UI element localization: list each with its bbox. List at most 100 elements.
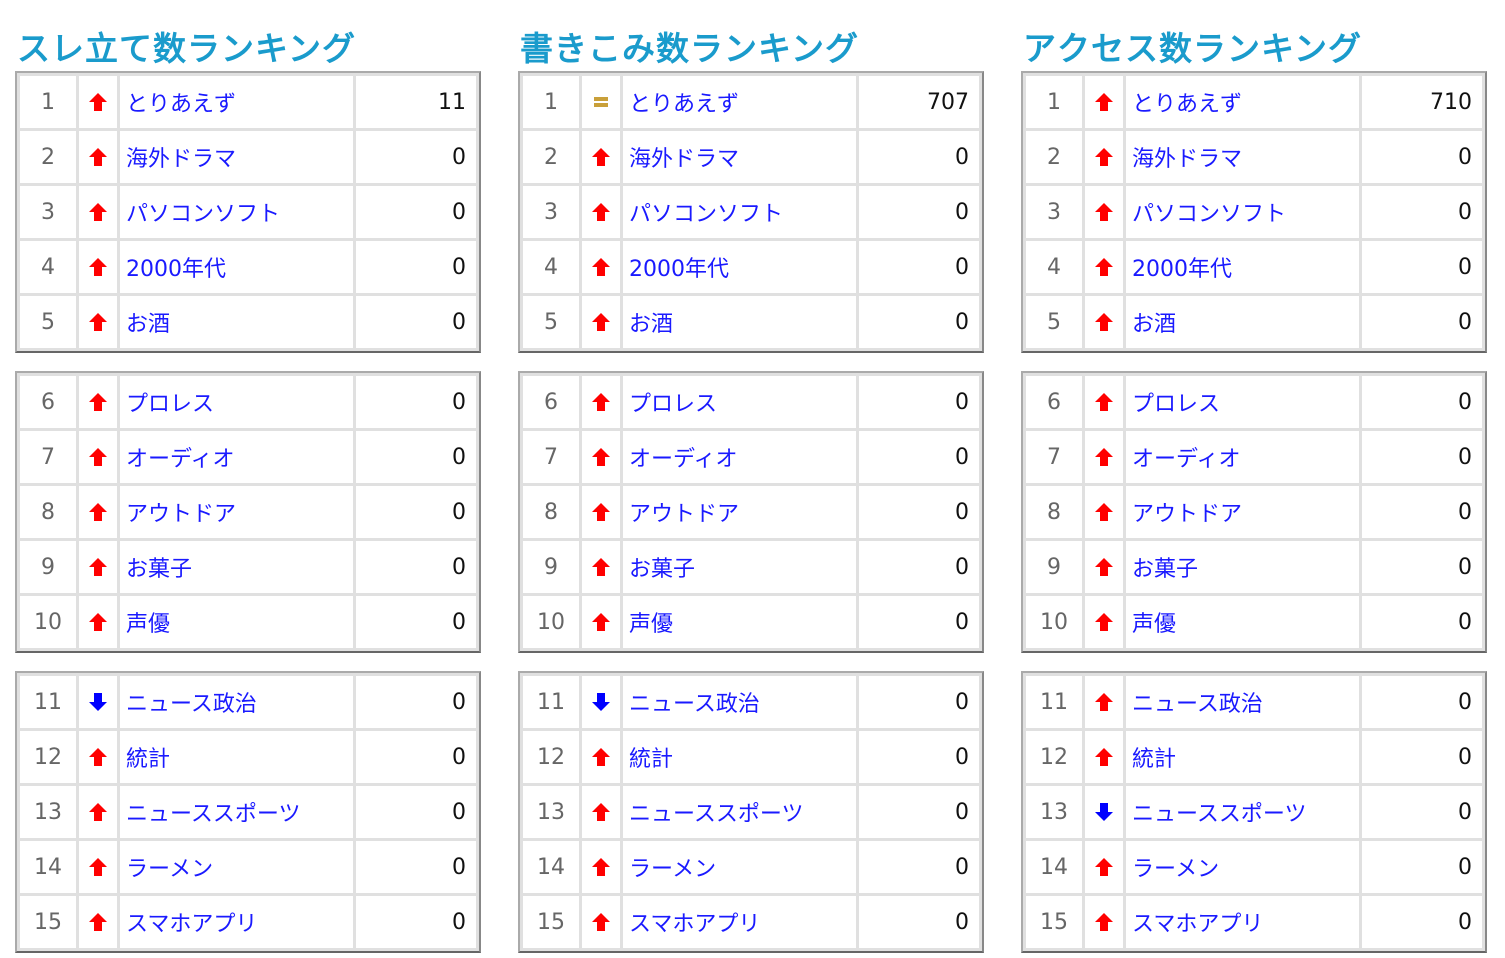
count-value: 0: [1362, 841, 1482, 893]
board-link[interactable]: 声優: [1126, 596, 1359, 648]
count-value: 0: [859, 186, 979, 238]
ranking-row: 14 ラーメン 0: [20, 841, 476, 893]
ranking-row: 14 ラーメン 0: [1026, 841, 1482, 893]
ranking-row: 8 アウトドア 0: [523, 486, 979, 538]
board-link[interactable]: ラーメン: [1126, 841, 1359, 893]
ranking-table: 1 とりあえず 707 2 海外ドラマ 0 3 パソコンソフト 0 4 2000…: [518, 71, 984, 353]
board-link[interactable]: ニューススポーツ: [120, 786, 353, 838]
rank-number: 1: [1026, 76, 1082, 128]
ranking-table: 1 とりあえず 11 2 海外ドラマ 0 3 パソコンソフト 0 4 2000年…: [15, 71, 481, 353]
count-value: 0: [356, 731, 476, 783]
board-link[interactable]: お酒: [1126, 296, 1359, 348]
count-value: 0: [1362, 676, 1482, 728]
rank-number: 14: [1026, 841, 1082, 893]
board-link[interactable]: アウトドア: [120, 486, 353, 538]
board-link[interactable]: とりあえず: [1126, 76, 1359, 128]
rank-number: 1: [523, 76, 579, 128]
trend-same-icon: [582, 76, 620, 128]
ranking-row: 2 海外ドラマ 0: [523, 131, 979, 183]
board-link[interactable]: 声優: [623, 596, 856, 648]
trend-up-arrow-icon: [1085, 131, 1123, 183]
trend-down-arrow-icon: [1085, 786, 1123, 838]
count-value: 0: [859, 896, 979, 948]
board-link[interactable]: スマホアプリ: [1126, 896, 1359, 948]
board-link[interactable]: 2000年代: [120, 241, 353, 293]
ranking-row: 10 声優 0: [20, 596, 476, 648]
board-link[interactable]: ニューススポーツ: [623, 786, 856, 838]
trend-up-arrow-icon: [582, 131, 620, 183]
count-value: 0: [1362, 376, 1482, 428]
board-link[interactable]: プロレス: [623, 376, 856, 428]
ranking-row: 5 お酒 0: [523, 296, 979, 348]
ranking-row: 4 2000年代 0: [523, 241, 979, 293]
board-link[interactable]: お酒: [120, 296, 353, 348]
rank-number: 3: [20, 186, 76, 238]
count-value: 0: [859, 841, 979, 893]
board-link[interactable]: スマホアプリ: [120, 896, 353, 948]
board-link[interactable]: 海外ドラマ: [1126, 131, 1359, 183]
ranking-row: 12 統計 0: [1026, 731, 1482, 783]
rank-number: 2: [523, 131, 579, 183]
board-link[interactable]: 2000年代: [623, 241, 856, 293]
rank-number: 3: [1026, 186, 1082, 238]
board-link[interactable]: とりあえず: [623, 76, 856, 128]
board-link[interactable]: ニュース政治: [120, 676, 353, 728]
trend-up-arrow-icon: [582, 841, 620, 893]
ranking-row: 9 お菓子 0: [20, 541, 476, 593]
ranking-row: 12 統計 0: [523, 731, 979, 783]
board-link[interactable]: オーディオ: [1126, 431, 1359, 483]
rank-number: 7: [523, 431, 579, 483]
rank-number: 5: [523, 296, 579, 348]
board-link[interactable]: 声優: [120, 596, 353, 648]
count-value: 0: [356, 131, 476, 183]
ranking-table: 1 とりあえず 710 2 海外ドラマ 0 3 パソコンソフト 0 4 2000…: [1021, 71, 1487, 353]
trend-up-arrow-icon: [1085, 896, 1123, 948]
board-link[interactable]: スマホアプリ: [623, 896, 856, 948]
trend-up-arrow-icon: [582, 376, 620, 428]
board-link[interactable]: パソコンソフト: [120, 186, 353, 238]
board-link[interactable]: ラーメン: [120, 841, 353, 893]
board-link[interactable]: オーディオ: [623, 431, 856, 483]
count-value: 0: [859, 131, 979, 183]
rank-number: 4: [20, 241, 76, 293]
board-link[interactable]: アウトドア: [623, 486, 856, 538]
board-link[interactable]: とりあえず: [120, 76, 353, 128]
count-value: 0: [1362, 731, 1482, 783]
rank-number: 13: [20, 786, 76, 838]
ranking-table: 11 ニュース政治 0 12 統計 0 13 ニューススポーツ 0 14 ラーメ…: [518, 671, 984, 953]
board-link[interactable]: パソコンソフト: [1126, 186, 1359, 238]
ranking-row: 4 2000年代 0: [20, 241, 476, 293]
board-link[interactable]: プロレス: [120, 376, 353, 428]
board-link[interactable]: お菓子: [120, 541, 353, 593]
board-link[interactable]: お菓子: [1126, 541, 1359, 593]
board-link[interactable]: アウトドア: [1126, 486, 1359, 538]
ranking-title: スレ立て数ランキング: [17, 29, 357, 68]
rank-number: 15: [1026, 896, 1082, 948]
board-link[interactable]: ニュース政治: [1126, 676, 1359, 728]
board-link[interactable]: 2000年代: [1126, 241, 1359, 293]
board-link[interactable]: お酒: [623, 296, 856, 348]
board-link[interactable]: ラーメン: [623, 841, 856, 893]
board-link[interactable]: 海外ドラマ: [120, 131, 353, 183]
board-link[interactable]: 統計: [1126, 731, 1359, 783]
board-link[interactable]: 海外ドラマ: [623, 131, 856, 183]
board-link[interactable]: お菓子: [623, 541, 856, 593]
count-value: 11: [356, 76, 476, 128]
trend-up-arrow-icon: [582, 896, 620, 948]
rank-number: 15: [20, 896, 76, 948]
count-value: 0: [356, 841, 476, 893]
trend-up-arrow-icon: [1085, 241, 1123, 293]
rank-number: 11: [1026, 676, 1082, 728]
ranking-row: 3 パソコンソフト 0: [1026, 186, 1482, 238]
board-link[interactable]: ニューススポーツ: [1126, 786, 1359, 838]
trend-up-arrow-icon: [79, 731, 117, 783]
rank-number: 9: [1026, 541, 1082, 593]
board-link[interactable]: ニュース政治: [623, 676, 856, 728]
board-link[interactable]: パソコンソフト: [623, 186, 856, 238]
board-link[interactable]: プロレス: [1126, 376, 1359, 428]
count-value: 0: [356, 296, 476, 348]
board-link[interactable]: オーディオ: [120, 431, 353, 483]
board-link[interactable]: 統計: [623, 731, 856, 783]
rank-number: 14: [20, 841, 76, 893]
board-link[interactable]: 統計: [120, 731, 353, 783]
